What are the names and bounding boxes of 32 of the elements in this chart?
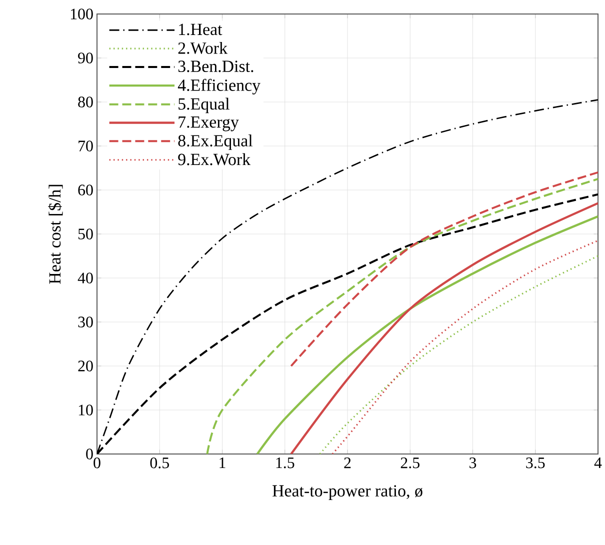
legend-label: 8.Ex.Equal xyxy=(178,134,253,150)
x-tick-label: 2 xyxy=(344,458,351,468)
y-axis-title: Heat cost [$/h] xyxy=(48,184,63,284)
line-series xyxy=(206,178,598,454)
x-tick-label: 0.5 xyxy=(150,458,169,468)
legend-label: 3.Ben.Dist. xyxy=(178,60,254,72)
y-tick-label: 20 xyxy=(78,360,93,372)
y-tick-label: 40 xyxy=(78,272,93,284)
y-tick-label: 100 xyxy=(70,8,93,20)
y-tick-label: 60 xyxy=(78,184,93,196)
y-tick-label: 30 xyxy=(78,316,93,328)
y-tick-label: 90 xyxy=(78,52,93,64)
y-tick-label: 80 xyxy=(78,96,93,108)
y-tick-label: 0 xyxy=(86,448,93,460)
x-tick-label: 0 xyxy=(94,458,100,468)
legend-label: 5.Equal xyxy=(178,98,230,114)
x-tick-label: 4 xyxy=(594,458,602,468)
x-tick-label: 3.5 xyxy=(526,458,545,468)
x-axis-title: Heat-to-power ratio, ø xyxy=(272,485,422,500)
legend-label: 1.Heat xyxy=(179,24,222,36)
legend-label: 2.Work xyxy=(178,42,228,54)
legend-label: 4.Efficiency xyxy=(178,78,260,94)
x-tick-label: 1.5 xyxy=(276,458,294,468)
legend-label: 9.Ex.Work xyxy=(178,153,251,166)
x-tick-label: 3 xyxy=(470,458,476,468)
y-tick-label: 70 xyxy=(78,140,93,152)
x-tick-label: 1 xyxy=(220,458,226,468)
line-series xyxy=(290,171,598,367)
legend-label: 7.Exergy xyxy=(178,116,239,132)
y-tick-label: 10 xyxy=(78,404,93,416)
y-tick-label: 50 xyxy=(78,228,93,240)
x-tick-label: 2.5 xyxy=(400,458,420,468)
